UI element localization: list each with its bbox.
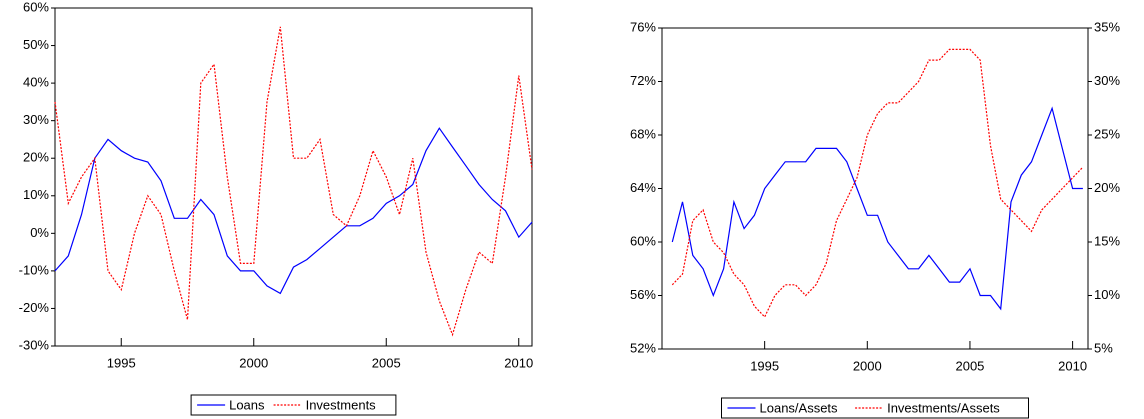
x-tick-label: 1995 <box>107 355 136 370</box>
x-tick-label: 1995 <box>750 358 779 373</box>
y-tick-label: -20% <box>19 300 50 315</box>
y-tick-label: 64% <box>630 180 656 195</box>
y2-tick-label: 10% <box>1094 287 1120 302</box>
series-line <box>671 106 1083 311</box>
y-tick-label: 68% <box>630 126 656 141</box>
y-tick-label: -30% <box>19 337 50 352</box>
y-tick-label: 60% <box>630 233 656 248</box>
y-tick-label: 30% <box>23 112 49 127</box>
y-tick-label: 50% <box>23 37 49 52</box>
series-line <box>671 48 1084 318</box>
x-tick-label: 2000 <box>853 358 882 373</box>
y-tick-label: 10% <box>23 187 49 202</box>
x-tick-label: 2005 <box>955 358 984 373</box>
x-tick-label: 2010 <box>504 355 533 370</box>
y2-tick-label: 35% <box>1094 19 1120 34</box>
plot-frame <box>54 7 533 347</box>
series-line <box>54 127 533 295</box>
y2-tick-label: 25% <box>1094 126 1120 141</box>
y-tick-label: 72% <box>630 73 656 88</box>
y-tick-label: 20% <box>23 150 49 165</box>
series-line <box>54 26 533 337</box>
legend-label: Investments <box>306 397 377 412</box>
y-tick-label: 76% <box>630 19 656 34</box>
y-tick-label: -10% <box>19 262 50 277</box>
y2-tick-label: 30% <box>1094 73 1120 88</box>
x-tick-label: 2010 <box>1058 358 1087 373</box>
y2-tick-label: 20% <box>1094 180 1120 195</box>
x-tick-label: 2005 <box>372 355 401 370</box>
y-tick-label: 52% <box>630 340 656 355</box>
y2-tick-label: 15% <box>1094 233 1120 248</box>
legend-label: Investments/Assets <box>887 400 1000 415</box>
y-tick-label: 0% <box>30 225 49 240</box>
x-tick-label: 2000 <box>239 355 268 370</box>
y-tick-label: 40% <box>23 75 49 90</box>
y2-tick-label: 5% <box>1094 340 1113 355</box>
y-tick-label: 60% <box>23 0 49 14</box>
legend-label: Loans/Assets <box>760 400 839 415</box>
legend-label: Loans <box>229 397 265 412</box>
legend-box <box>190 394 397 416</box>
legend-box <box>721 397 1029 419</box>
y-tick-label: 56% <box>630 287 656 302</box>
plot-frame <box>661 27 1089 350</box>
